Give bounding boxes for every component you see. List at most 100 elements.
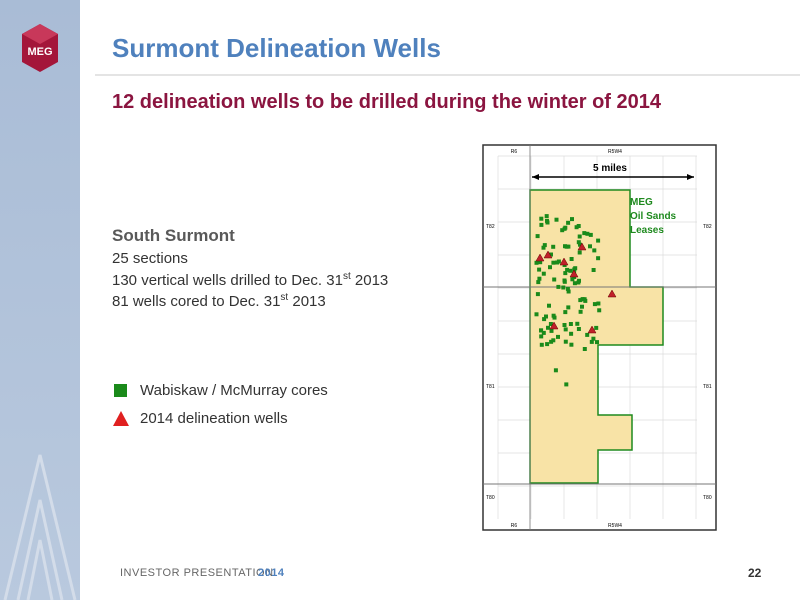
core-well — [585, 231, 590, 236]
core-well — [588, 244, 592, 249]
core-well — [541, 245, 546, 250]
core-well — [565, 267, 570, 272]
core-well — [568, 322, 573, 326]
core-well — [576, 327, 581, 331]
core-well — [589, 339, 594, 344]
body-line: 81 wells cored to Dec. 31st 2013 — [112, 292, 326, 310]
core-well — [566, 305, 571, 310]
core-well — [548, 265, 552, 270]
core-well — [576, 240, 581, 245]
scale-arrow — [532, 174, 539, 180]
core-well — [539, 328, 543, 333]
section-heading: South Surmont — [112, 226, 235, 245]
core-well — [554, 217, 559, 222]
core-well — [569, 342, 574, 347]
delineation-well — [549, 321, 559, 330]
core-well — [572, 281, 577, 286]
core-well — [551, 244, 556, 249]
superscript: st — [342, 271, 351, 282]
core-well — [544, 314, 548, 319]
core-well — [555, 260, 559, 265]
core-well — [565, 286, 570, 291]
core-well — [597, 308, 602, 313]
core-well — [560, 228, 565, 233]
core-well — [563, 271, 568, 276]
body-line: 25 sections — [112, 250, 188, 267]
township-label: T81 — [703, 384, 712, 390]
core-well — [591, 336, 596, 341]
range-label: R6 — [511, 523, 518, 529]
scale-arrow — [687, 174, 694, 180]
core-well — [548, 322, 553, 326]
core-well — [568, 268, 573, 273]
core-well — [563, 327, 568, 332]
core-well — [539, 334, 544, 339]
core-well — [577, 250, 582, 255]
core-well — [537, 267, 542, 272]
core-well — [570, 217, 574, 222]
core-well — [582, 231, 587, 236]
core-well — [562, 278, 567, 283]
core-well — [578, 309, 583, 314]
core-well — [562, 226, 567, 231]
core-well — [578, 242, 582, 247]
core-well — [534, 312, 539, 317]
delineation-well — [587, 325, 597, 334]
core-well — [592, 302, 597, 307]
core-well — [551, 338, 556, 343]
line-text: 130 vertical wells drilled to Dec. 31 — [112, 272, 343, 289]
township-label: T82 — [703, 224, 712, 230]
subtitle: 12 delineation wells to be drilled durin… — [112, 91, 661, 113]
title: Surmont Delineation Wells — [112, 33, 441, 63]
core-well — [575, 321, 580, 326]
township-label: T80 — [486, 495, 495, 501]
map: 5 miles MEG Oil Sands Leases R6 R5W4 R6 R5W4 T82… — [482, 144, 717, 531]
sidebar — [0, 0, 80, 600]
core-well — [580, 297, 585, 302]
core-well — [576, 280, 581, 285]
core-well — [569, 257, 574, 261]
core-well — [564, 382, 569, 387]
core-well — [534, 260, 539, 265]
logo: MEG — [22, 24, 58, 72]
core-well — [553, 368, 558, 373]
core-well — [580, 304, 584, 309]
core-well — [551, 260, 556, 265]
core-well — [545, 218, 549, 223]
core-well — [585, 332, 590, 337]
core-well — [556, 284, 561, 289]
core-well — [596, 256, 601, 261]
core-well — [561, 285, 566, 290]
core-well — [596, 238, 601, 243]
core-well — [595, 340, 599, 345]
line-text: 25 sections — [112, 250, 188, 267]
range-label: R5W4 — [608, 523, 622, 529]
core-well — [539, 216, 544, 221]
core-well — [591, 268, 596, 272]
core-well — [596, 301, 601, 306]
core-well — [544, 214, 549, 219]
core-well — [566, 289, 571, 294]
svg-text:MEG: MEG — [27, 46, 52, 58]
superscript: st — [280, 292, 289, 303]
core-well — [563, 310, 568, 315]
delineation-well — [543, 250, 553, 259]
core-well — [573, 266, 578, 271]
footer-label: INVESTOR PRESENTATION — [120, 567, 274, 579]
delineation-well — [577, 242, 587, 251]
core-well — [563, 339, 568, 344]
line-text: 2013 — [350, 272, 389, 289]
line-text: 81 wells cored to Dec. 31 — [112, 293, 281, 310]
lease-label: MEG — [630, 197, 653, 208]
core-well — [577, 234, 582, 239]
core-well — [552, 277, 557, 282]
core-well — [549, 328, 554, 333]
core-well — [538, 260, 543, 265]
footer-year: 2014 — [258, 567, 285, 579]
sidebar-ornament — [3, 454, 77, 600]
core-well — [562, 323, 567, 327]
core-well — [576, 224, 581, 228]
core-well — [535, 292, 540, 297]
